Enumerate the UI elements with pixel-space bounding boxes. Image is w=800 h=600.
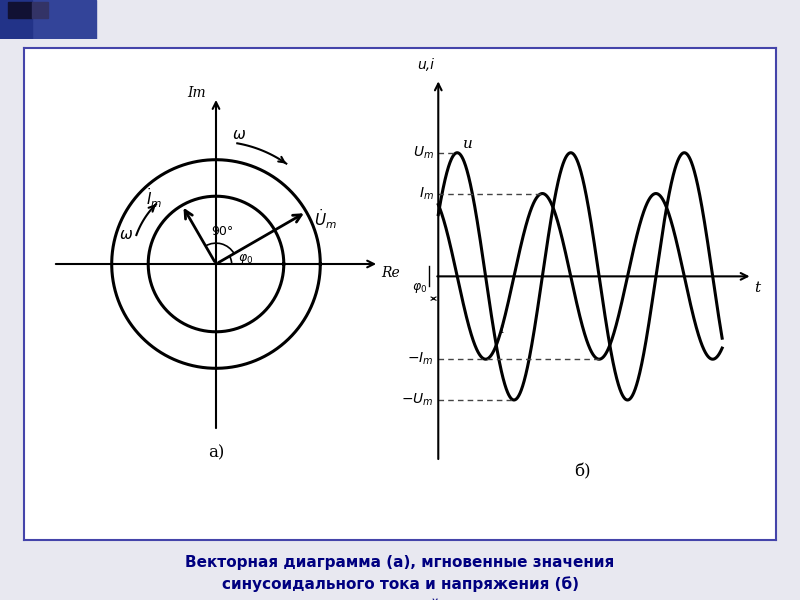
Text: u,i: u,i: [418, 58, 434, 71]
Text: $\omega$: $\omega$: [118, 227, 133, 242]
Text: $U_m$: $U_m$: [413, 145, 434, 161]
Text: а): а): [208, 444, 224, 461]
Text: $-U_m$: $-U_m$: [401, 392, 434, 408]
Bar: [0, 0, 96, 39]
Text: u: u: [463, 137, 473, 151]
Text: Re: Re: [382, 266, 400, 280]
Text: 90°: 90°: [210, 226, 233, 238]
Text: $I_m$: $I_m$: [419, 185, 434, 202]
Text: $\varphi_0$: $\varphi_0$: [412, 281, 427, 295]
Text: $\dot{I}_m$: $\dot{I}_m$: [146, 187, 162, 210]
Text: Векторная диаграмма (а), мгновенные значения
синусоидального тока и напряжения (: Векторная диаграмма (а), мгновенные знач…: [186, 555, 614, 600]
Bar: [8, 2, 32, 17]
Text: $\omega$: $\omega$: [232, 127, 246, 142]
Bar: [0, 0, 32, 39]
Text: t: t: [754, 281, 761, 295]
Text: i: i: [499, 322, 504, 336]
Text: б): б): [574, 464, 590, 481]
Text: Im: Im: [187, 86, 206, 100]
Bar: [32, 2, 48, 17]
Text: $\dot{U}_m$: $\dot{U}_m$: [314, 207, 337, 231]
Text: $-I_m$: $-I_m$: [407, 351, 434, 367]
Text: $\varphi_0$: $\varphi_0$: [238, 253, 254, 266]
